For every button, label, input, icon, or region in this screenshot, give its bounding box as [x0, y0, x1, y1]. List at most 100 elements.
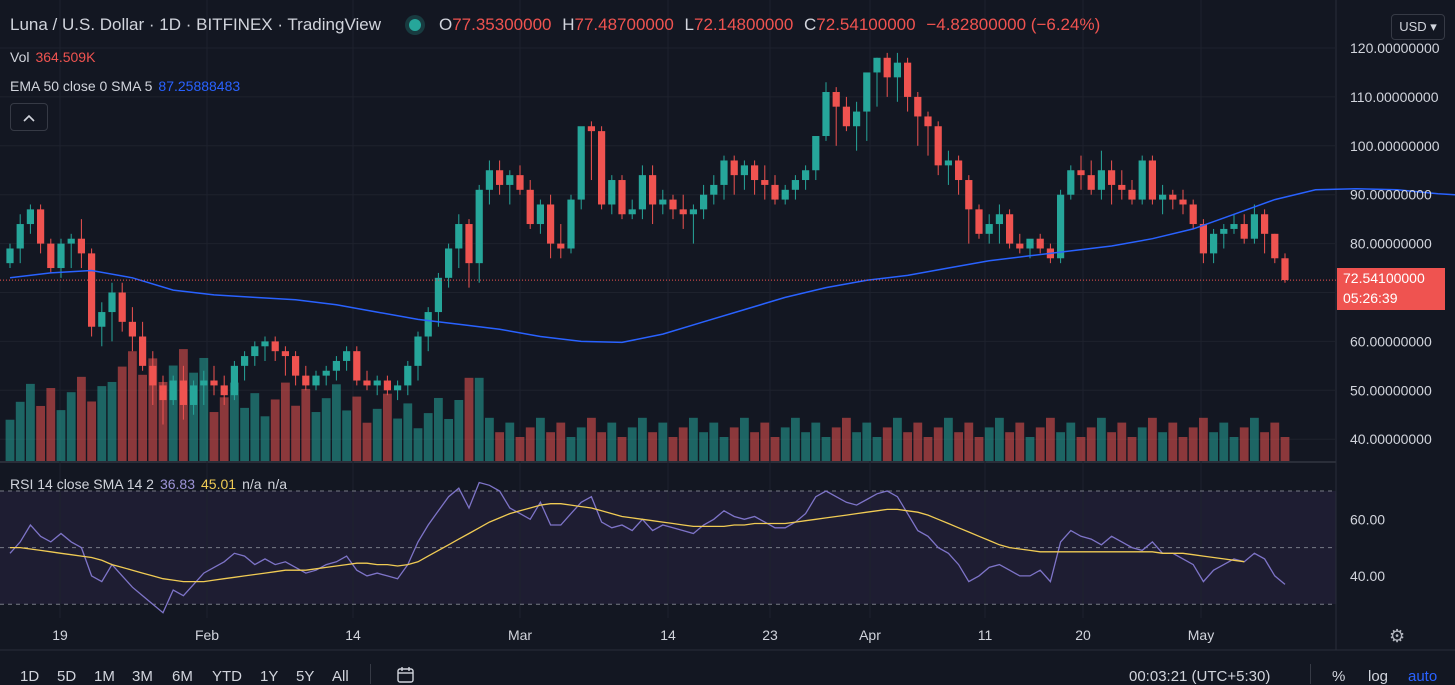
volume-bar — [291, 405, 300, 461]
timeframe-1y[interactable]: 1Y — [260, 668, 279, 685]
volume-bar — [403, 403, 413, 461]
currency-dropdown[interactable]: USD ▾ — [1391, 14, 1445, 40]
candle-body — [914, 96, 922, 117]
chevron-down-icon: ▾ — [1430, 19, 1437, 34]
log-scale-toggle[interactable]: log — [1368, 668, 1389, 685]
volume-bar — [1025, 437, 1035, 461]
rsi-value: 36.83 — [159, 476, 196, 492]
timeframe-ytd[interactable]: YTD — [212, 668, 242, 685]
candle-body — [475, 189, 483, 264]
candle-body — [771, 184, 779, 200]
volume-bar — [821, 437, 831, 461]
candle-body — [149, 365, 157, 386]
market-open-icon — [408, 19, 421, 31]
volume-bar — [5, 419, 15, 461]
volume-bar — [219, 397, 229, 461]
volume-bar — [923, 437, 933, 461]
gear-icon[interactable]: ⚙ — [1389, 626, 1406, 646]
volume-bar — [515, 437, 525, 461]
ema-label: EMA 50 close 0 SMA 5 — [10, 78, 153, 94]
time-tick-label: 11 — [978, 627, 993, 643]
candle-body — [638, 175, 646, 210]
candle-body — [57, 243, 65, 269]
candle-body — [649, 175, 657, 205]
volume-bar — [974, 437, 984, 461]
volume-bar — [525, 427, 535, 461]
timeframe-5y[interactable]: 5Y — [296, 668, 315, 685]
candle-body — [1138, 160, 1146, 200]
candle-body — [404, 365, 412, 386]
candle-body — [261, 341, 269, 347]
grid-lines — [0, 0, 1455, 651]
candle-body — [1016, 243, 1024, 249]
time-tick-label: Apr — [859, 627, 881, 643]
candle-body — [1036, 238, 1044, 249]
volume-bar — [434, 397, 443, 461]
candle-body — [1077, 170, 1085, 176]
volume-bar — [301, 388, 311, 461]
currency-label: USD — [1399, 19, 1427, 34]
volume-bar — [689, 417, 698, 461]
volume-bar — [903, 432, 912, 461]
candle-body — [77, 238, 85, 254]
volume-bar — [1015, 422, 1025, 461]
timeframe-3m[interactable]: 3M — [132, 668, 153, 685]
volume-bar — [933, 427, 943, 461]
collapse-legend-button[interactable] — [10, 103, 48, 131]
volume-bar — [811, 422, 821, 461]
candle-body — [139, 336, 147, 366]
candle-body — [424, 312, 432, 337]
volume-bar — [536, 417, 545, 461]
clock-timezone[interactable]: 00:03:21 (UTC+5:30) — [1129, 668, 1271, 685]
time-axis[interactable]: 19 Feb 14 Mar 14 23 Apr 11 20 May — [52, 627, 1214, 643]
auto-scale-toggle[interactable]: auto — [1408, 668, 1438, 685]
candle-body — [985, 224, 993, 234]
candle-body — [26, 209, 34, 225]
candle-body — [740, 165, 748, 176]
candle-body — [88, 253, 96, 327]
candle-body — [669, 199, 677, 210]
timeframe-1m[interactable]: 1M — [94, 668, 115, 685]
percent-scale-toggle[interactable]: % — [1332, 668, 1346, 685]
candle-body — [220, 385, 228, 396]
volume-bar — [495, 432, 504, 461]
volume-bar — [1188, 427, 1198, 461]
volume-bar — [383, 393, 392, 461]
candle-body — [730, 160, 738, 176]
price-axis[interactable]: 120.00000000 110.00000000 100.00000000 90.0… — [1350, 40, 1440, 584]
symbol-title[interactable]: Luna / U.S. Dollar · 1D · BITFINEX · Tra… — [10, 15, 381, 34]
volume-bar — [209, 412, 219, 461]
volume-bar — [1178, 437, 1188, 461]
volume-bar — [362, 422, 372, 461]
candle-body — [302, 375, 310, 386]
timeframe-6m[interactable]: 6M — [172, 668, 193, 685]
time-tick-label: Mar — [508, 627, 532, 643]
candle-body — [628, 209, 636, 215]
time-tick-label: 23 — [762, 627, 778, 643]
candle-body — [230, 365, 238, 396]
candle-body — [577, 126, 585, 200]
calendar-goto-icon[interactable] — [396, 666, 416, 684]
candle-body — [373, 380, 381, 386]
candle-body — [1128, 189, 1136, 200]
ema-legend[interactable]: EMA 50 close 0 SMA 5 87.25888483 — [10, 78, 240, 94]
candle-body — [618, 180, 626, 215]
volume-bar — [872, 437, 882, 461]
volume-bar — [750, 432, 759, 461]
rsi-legend[interactable]: RSI 14 close SMA 14 2 36.83 45.01 n/a n/a — [10, 476, 287, 492]
candle-body — [1281, 258, 1289, 281]
volume-bar — [15, 401, 25, 461]
candle-body — [1250, 214, 1258, 239]
volume-bar — [658, 422, 668, 461]
volume-legend[interactable]: Vol 364.509K — [10, 49, 95, 65]
volume-bar — [342, 410, 351, 461]
candle-body — [394, 385, 402, 391]
timeframe-1d[interactable]: 1D — [20, 668, 40, 685]
candle-body — [98, 312, 106, 327]
candle-body — [781, 189, 789, 200]
volume-bar — [97, 386, 107, 461]
timeframe-5d[interactable]: 5D — [57, 668, 77, 685]
price-tick-label: 100.00000000 — [1350, 138, 1440, 154]
timeframe-all[interactable]: All — [332, 668, 349, 685]
